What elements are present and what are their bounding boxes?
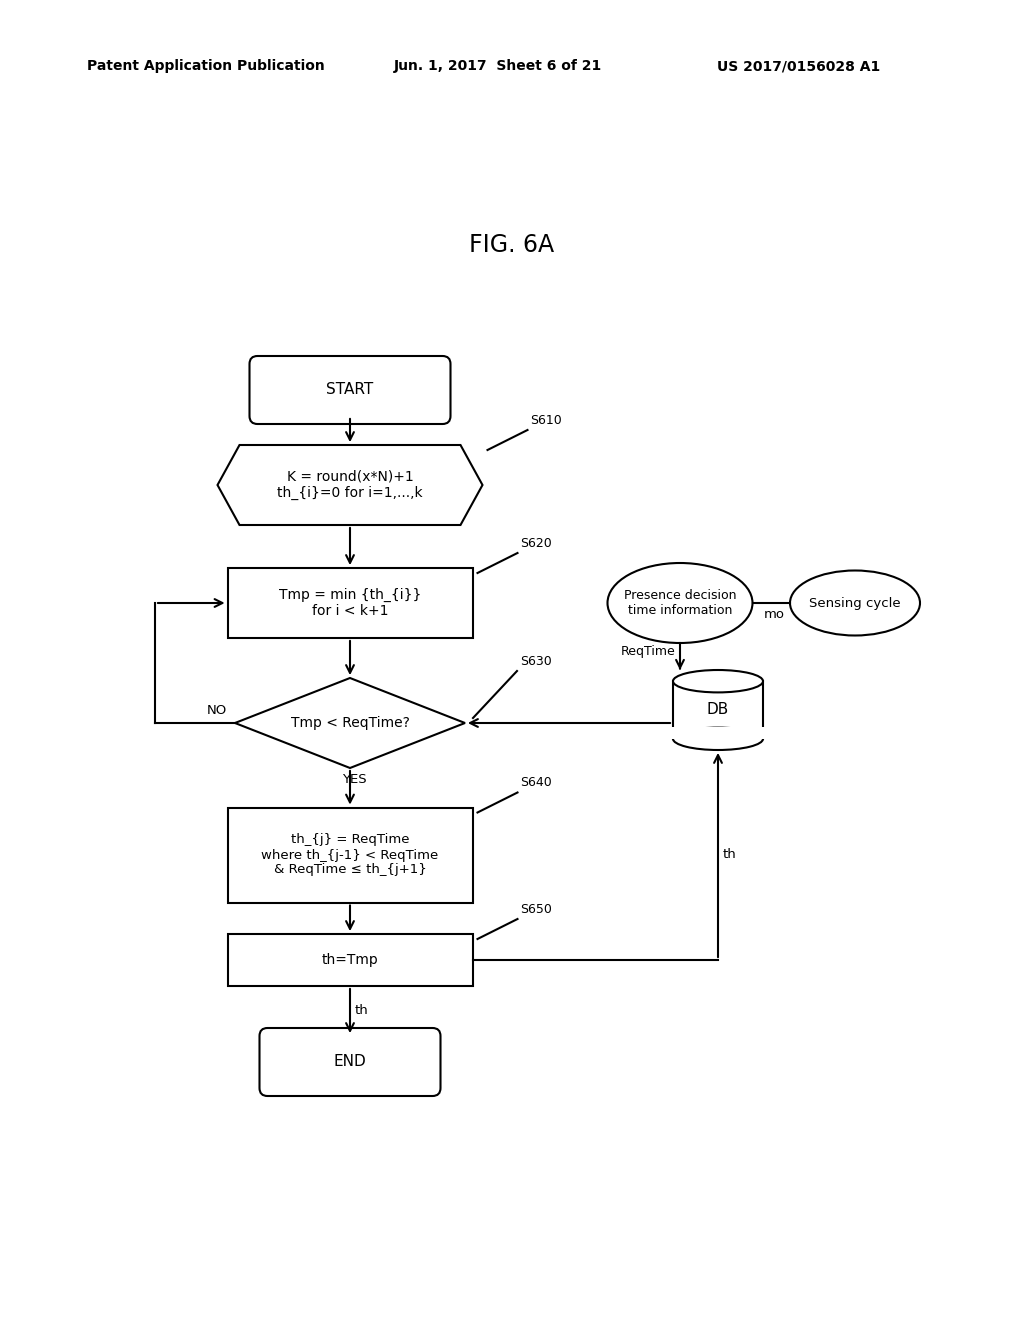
Text: S640: S640 bbox=[520, 776, 552, 789]
Text: K = round(x*N)+1
th_{i}=0 for i=1,...,k: K = round(x*N)+1 th_{i}=0 for i=1,...,k bbox=[278, 470, 423, 500]
FancyBboxPatch shape bbox=[259, 1028, 440, 1096]
Bar bbox=[227, 808, 472, 903]
Bar bbox=[673, 681, 763, 739]
Text: mo: mo bbox=[764, 609, 785, 620]
Text: S610: S610 bbox=[530, 414, 562, 426]
Text: th_{j} = ReqTime
where th_{j-1} < ReqTime
& ReqTime ≤ th_{j+1}: th_{j} = ReqTime where th_{j-1} < ReqTim… bbox=[261, 833, 438, 876]
Text: YES: YES bbox=[342, 774, 367, 785]
Bar bbox=[227, 568, 472, 638]
Bar bbox=[227, 935, 472, 986]
Text: DB: DB bbox=[707, 702, 729, 718]
Text: NO: NO bbox=[207, 704, 227, 717]
Text: Jun. 1, 2017  Sheet 6 of 21: Jun. 1, 2017 Sheet 6 of 21 bbox=[394, 59, 602, 74]
FancyBboxPatch shape bbox=[250, 356, 451, 424]
Text: Tmp = min {th_{i}}
for i < k+1: Tmp = min {th_{i}} for i < k+1 bbox=[279, 587, 421, 618]
Text: START: START bbox=[327, 383, 374, 397]
Text: ReqTime: ReqTime bbox=[621, 645, 675, 657]
Text: FIG. 6A: FIG. 6A bbox=[469, 234, 555, 257]
Text: th=Tmp: th=Tmp bbox=[322, 953, 379, 968]
Bar bbox=[671, 726, 765, 739]
Text: Sensing cycle: Sensing cycle bbox=[809, 597, 901, 610]
Text: S650: S650 bbox=[520, 903, 552, 916]
Text: Patent Application Publication: Patent Application Publication bbox=[87, 59, 325, 74]
Text: Presence decision
time information: Presence decision time information bbox=[624, 589, 736, 616]
Ellipse shape bbox=[607, 564, 753, 643]
Text: th: th bbox=[723, 849, 736, 862]
Text: US 2017/0156028 A1: US 2017/0156028 A1 bbox=[717, 59, 880, 74]
Text: S630: S630 bbox=[520, 655, 552, 668]
Ellipse shape bbox=[673, 727, 763, 750]
Text: th: th bbox=[355, 1005, 369, 1018]
Text: S620: S620 bbox=[520, 537, 552, 550]
Ellipse shape bbox=[673, 671, 763, 693]
Ellipse shape bbox=[790, 570, 920, 635]
Text: Tmp < ReqTime?: Tmp < ReqTime? bbox=[291, 715, 410, 730]
Polygon shape bbox=[234, 678, 465, 768]
Polygon shape bbox=[217, 445, 482, 525]
Text: END: END bbox=[334, 1055, 367, 1069]
